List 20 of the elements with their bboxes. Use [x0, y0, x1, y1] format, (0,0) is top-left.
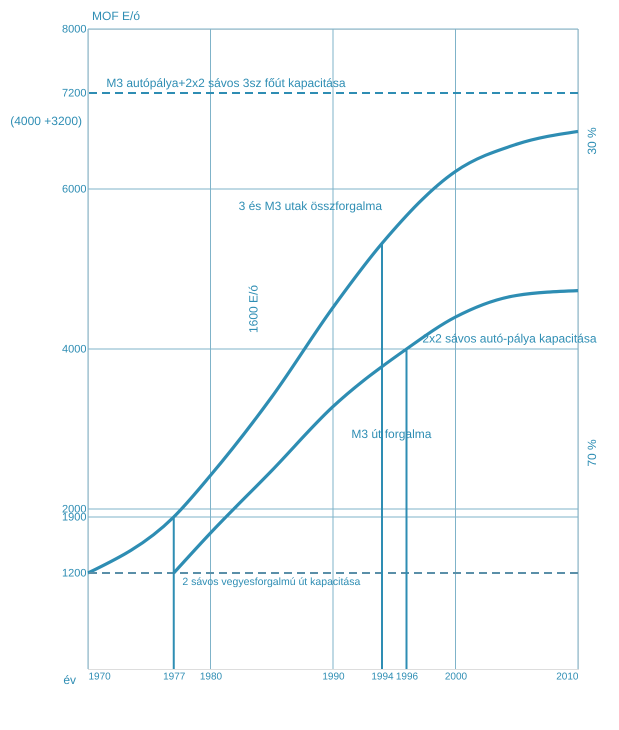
- x-tick-label: 1994: [371, 672, 394, 682]
- y-tick-label: 7200: [62, 88, 86, 100]
- x-tick-label: 1977: [163, 672, 186, 682]
- x-tick-label: 1970: [88, 672, 112, 682]
- x-tick-label: 1980: [200, 672, 223, 682]
- x-tick-label: 1996: [396, 672, 419, 682]
- text: 70 %: [585, 439, 599, 467]
- x-tick-label: 2000: [444, 672, 468, 682]
- y-tick-label: 6000: [62, 184, 86, 196]
- y-axis-title: MOF E/ó: [92, 9, 140, 23]
- y-tick-label: 4000: [62, 344, 86, 356]
- text: 30 %: [585, 127, 599, 155]
- y-tick-label: 1200: [62, 568, 86, 580]
- y-tick-label: 8000: [62, 24, 86, 36]
- x-tick-label: 1990: [322, 672, 346, 682]
- x-tick-label: 2010: [556, 672, 579, 682]
- annotation: 1600 E/ó: [246, 284, 260, 334]
- text: (4000 +3200): [10, 114, 82, 128]
- y-tick-label: 1900: [62, 512, 86, 524]
- x-axis-title: év: [63, 673, 76, 687]
